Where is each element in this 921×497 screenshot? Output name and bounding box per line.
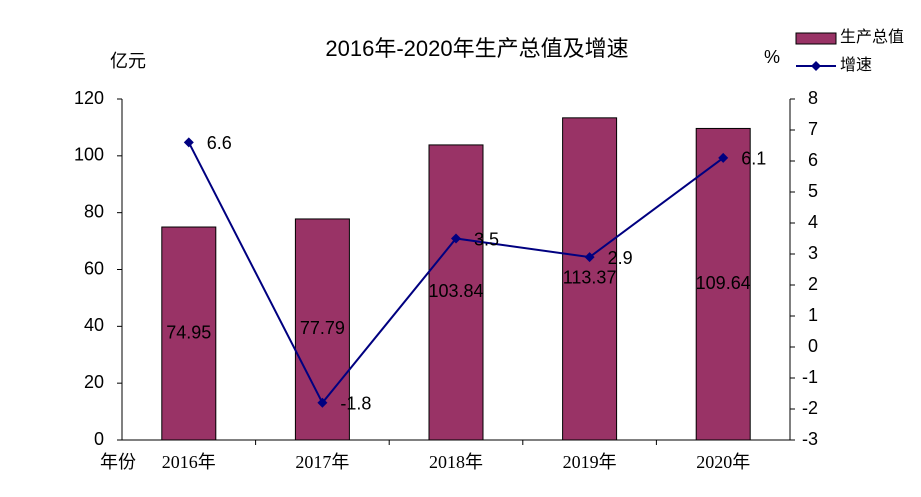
bar-value-label: 109.64 — [696, 273, 751, 293]
chart-title: 2016年-2020年生产总值及增速 — [325, 36, 628, 61]
legend-swatch — [811, 61, 821, 71]
line-value-label: 6.6 — [207, 133, 232, 153]
y-tick-label: 40 — [84, 315, 104, 335]
bar-value-label: 113.37 — [563, 268, 617, 288]
bar — [562, 117, 618, 441]
legend-label: 增速 — [840, 56, 872, 74]
y2-tick-label: 5 — [808, 181, 818, 201]
line-marker — [584, 252, 595, 263]
y2-tick-label: -1 — [802, 367, 818, 387]
legend-label: 生产总值 — [840, 28, 904, 46]
y-tick-label: 100 — [74, 145, 104, 165]
bar — [695, 127, 751, 441]
line-value-label: 3.5 — [474, 229, 499, 249]
y2-tick-label: 8 — [808, 88, 818, 108]
x-axis-title: 年份 — [100, 452, 136, 472]
y2-tick-label: 7 — [808, 119, 818, 139]
line-marker — [451, 233, 461, 244]
y2-tick-label: 1 — [808, 305, 818, 325]
y2-tick-label: 3 — [808, 243, 818, 263]
x-tick-label: 2016年 — [162, 452, 216, 472]
x-tick-label: 2019年 — [563, 452, 617, 472]
bar — [161, 226, 217, 441]
bar-value-label: 103.84 — [428, 281, 483, 301]
x-tick-label: 2020年 — [696, 452, 750, 472]
y2-tick-label: -3 — [802, 429, 818, 449]
y-tick-label: 120 — [74, 88, 104, 108]
y2-tick-label: 2 — [808, 274, 818, 294]
line-marker — [718, 152, 729, 163]
y2-axis-title: % — [764, 47, 780, 67]
y2-tick-label: -2 — [802, 398, 818, 418]
x-tick-label: 2018年 — [429, 452, 483, 472]
bar — [428, 144, 484, 441]
line-value-label: -1.8 — [340, 394, 371, 414]
bar-value-label: 74.95 — [166, 322, 211, 342]
y2-tick-label: 6 — [808, 150, 818, 170]
line-marker — [183, 137, 194, 148]
bar-value-label: 77.79 — [300, 318, 345, 338]
line-marker — [317, 397, 328, 408]
y-tick-label: 20 — [84, 372, 104, 392]
x-tick-label: 2017年 — [295, 452, 349, 472]
y2-tick-label: 0 — [808, 336, 818, 356]
line-value-label: 6.1 — [741, 149, 766, 169]
y-tick-label: 80 — [84, 201, 104, 221]
y2-tick-label: 4 — [808, 212, 818, 232]
y-axis-title: 亿元 — [110, 51, 146, 71]
legend-swatch — [795, 32, 837, 45]
line-value-label: 2.9 — [608, 248, 633, 268]
y-tick-label: 60 — [84, 258, 104, 278]
y-tick-label: 0 — [94, 429, 104, 449]
